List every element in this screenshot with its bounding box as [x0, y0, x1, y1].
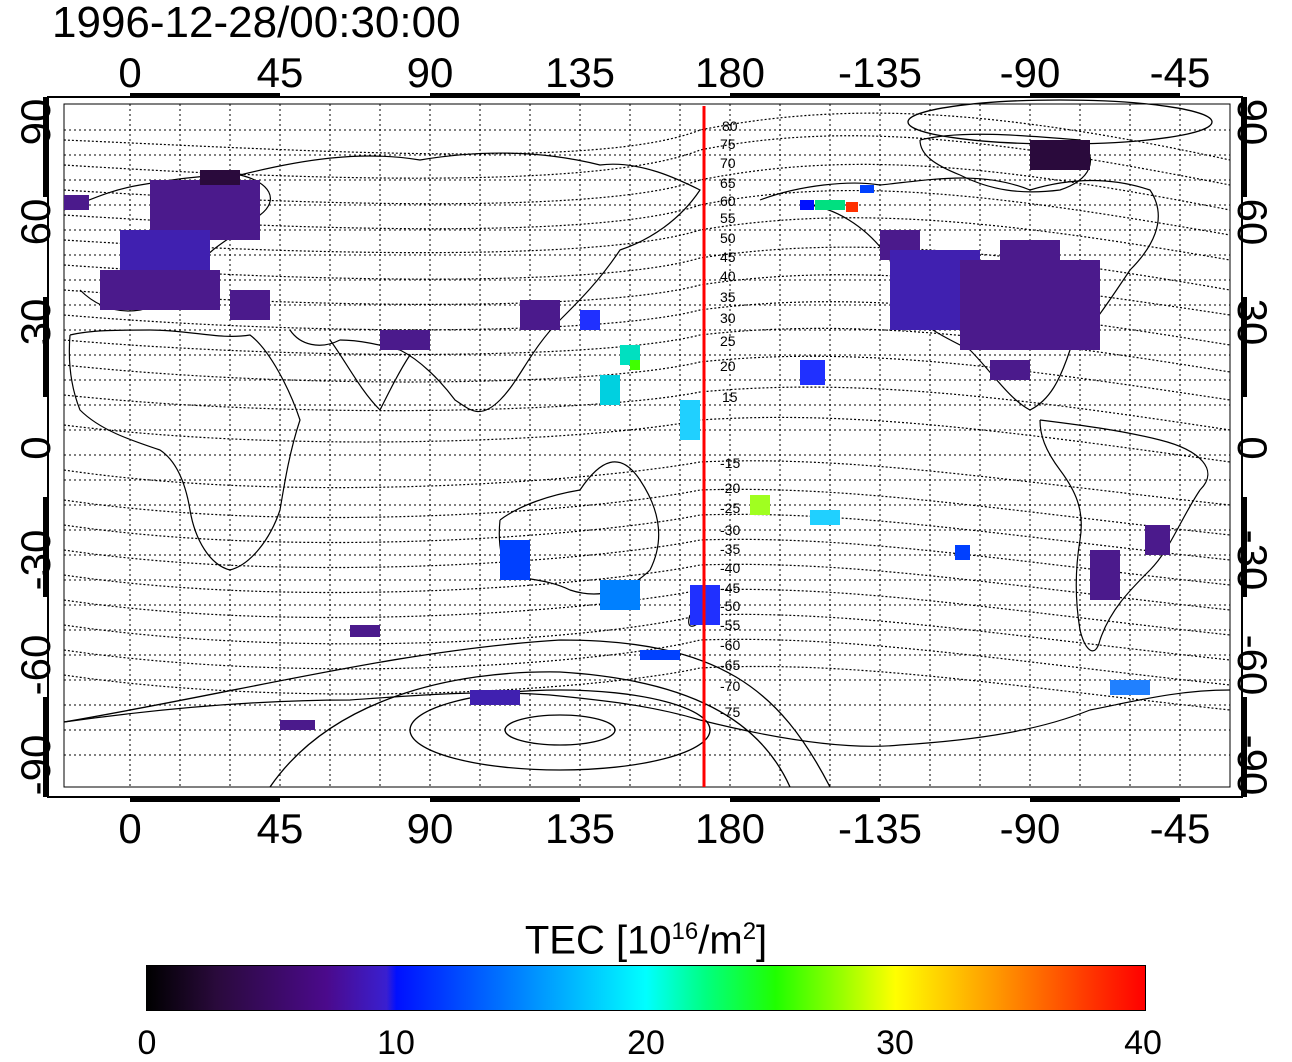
- lon-tick-top: 90: [406, 49, 454, 96]
- lon-tick-bottom: -45: [1149, 805, 1211, 852]
- lat-tick-right: 60: [1229, 198, 1276, 246]
- contour-label: 15: [722, 389, 738, 405]
- lon-tick-bottom: 180: [694, 805, 766, 852]
- lat-tick-right: -90: [1229, 734, 1276, 796]
- contour-label: 20: [720, 358, 736, 374]
- contour-label: 50: [720, 230, 736, 246]
- colorbar: [146, 965, 1146, 1011]
- colorbar-tick: 40: [1124, 1024, 1162, 1062]
- contour-labels-north: 80 75 70 65 60 55 50 45 40 35 30 25 20 1…: [720, 118, 738, 405]
- lon-tick-bottom: -90: [999, 805, 1061, 852]
- contour-label: 35: [720, 289, 736, 305]
- contour-label: 75: [720, 136, 736, 152]
- lon-tick-top: -45: [1149, 49, 1211, 96]
- colorbar-title-bracket: ]: [756, 918, 768, 963]
- timestamp-title: 1996-12-28/00:30:00: [52, 0, 461, 47]
- lat-tick-right: -30: [1229, 529, 1276, 591]
- axis-bands: [43, 93, 1247, 802]
- lat-tick-left: -30: [12, 529, 59, 591]
- lat-tick-right: 90: [1229, 98, 1276, 146]
- contour-label: -60: [720, 637, 740, 653]
- tec-cells-europe: [64, 170, 270, 320]
- lon-tick-bottom: 45: [256, 805, 304, 852]
- africa-coast: [68, 329, 301, 571]
- lat-tick-left: 30: [12, 298, 59, 346]
- lon-tick-bottom: -135: [837, 805, 923, 852]
- contour-label: -30: [720, 522, 740, 538]
- contour-label: -20: [720, 480, 740, 496]
- india-coast: [329, 339, 411, 412]
- contour-label: -45: [720, 580, 740, 596]
- colorbar-tick: 30: [876, 1024, 914, 1062]
- lat-tick-left: -90: [12, 734, 59, 796]
- colorbar-tick: 10: [377, 1024, 415, 1062]
- contour-label: -55: [720, 617, 740, 633]
- greenland-coast: [919, 133, 1091, 193]
- lon-tick-top: 0: [118, 49, 142, 96]
- contour-label: 65: [720, 175, 736, 191]
- colorbar-title-unit-exponent: 2: [742, 918, 757, 945]
- lon-tick-bottom: 0: [118, 805, 142, 852]
- asia-coast: [239, 152, 701, 413]
- contour-label: 55: [720, 210, 736, 226]
- contour-label: -50: [720, 598, 740, 614]
- lat-tick-left: 0: [12, 436, 59, 460]
- lon-tick-top: 45: [256, 49, 304, 96]
- colorbar-tick: 0: [137, 1024, 157, 1062]
- lon-tick-top: -90: [999, 49, 1061, 96]
- contour-label: -25: [720, 500, 740, 516]
- contour-label: 40: [720, 268, 736, 284]
- contour-label: -15: [720, 455, 740, 471]
- contour-label: 80: [722, 118, 738, 134]
- tec-cells-misc: [280, 185, 1170, 730]
- lon-tick-top: 180: [694, 49, 766, 96]
- contour-label: -65: [720, 657, 740, 673]
- tec-cells-north-america: [880, 140, 1100, 380]
- lon-tick-top: 135: [544, 49, 616, 96]
- map-inner-frame: [63, 103, 1231, 788]
- contour-label: -40: [720, 560, 740, 576]
- contour-label: -70: [720, 678, 740, 694]
- lat-tick-right: -60: [1229, 634, 1276, 696]
- colorbar-title: TEC [1016/m2]: [0, 910, 1292, 962]
- lat-tick-right: 30: [1229, 298, 1276, 346]
- lat-tick-right: 0: [1229, 436, 1276, 460]
- colorbar-tick: 20: [627, 1024, 665, 1062]
- lat-tick-left: -60: [12, 634, 59, 696]
- contour-label: 25: [720, 333, 736, 349]
- contour-label: 30: [720, 310, 736, 326]
- antarctica-coast: [63, 689, 1231, 747]
- contour-label: 45: [720, 249, 736, 265]
- contour-label: -35: [720, 541, 740, 557]
- lat-tick-left: 60: [12, 198, 59, 246]
- contour-labels-south: -15 -20 -25 -30 -35 -40 -45 -50 -55 -60 …: [720, 455, 740, 720]
- lon-tick-bottom: 135: [544, 805, 616, 852]
- contour-label: 60: [720, 193, 736, 209]
- lat-tick-left: 90: [12, 98, 59, 146]
- colorbar-title-unit: /m: [698, 918, 743, 963]
- lon-tick-bottom: 90: [406, 805, 454, 852]
- lon-tick-top: -135: [837, 49, 923, 96]
- contour-label: -75: [720, 704, 740, 720]
- colorbar-title-exponent: 16: [671, 918, 699, 945]
- contour-label: 70: [720, 155, 736, 171]
- south-america-coast: [1039, 419, 1209, 652]
- colorbar-title-text: TEC [10: [524, 918, 672, 963]
